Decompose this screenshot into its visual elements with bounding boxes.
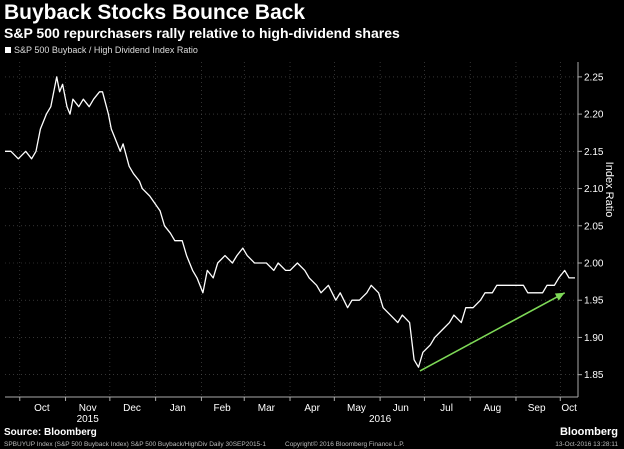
y-axis-label: Index Ratio <box>603 162 615 218</box>
y-tick-label: 1.85 <box>584 370 604 381</box>
y-tick-label: 2.00 <box>584 259 604 270</box>
chart-subtitle: S&P 500 repurchasers rally relative to h… <box>4 25 400 41</box>
x-tick-label: Jun <box>393 403 409 414</box>
x-tick-label: Oct <box>561 403 577 414</box>
bloomberg-logo: Bloomberg <box>559 426 618 438</box>
x-tick-label: May <box>347 403 366 414</box>
trend-arrow <box>419 292 566 372</box>
x-tick-label: Jan <box>170 403 186 414</box>
x-tick-label: Oct <box>34 403 50 414</box>
trend-arrow-head <box>554 292 565 301</box>
x-tick-label: Aug <box>483 403 501 414</box>
legend: S&P 500 Buyback / High Dividend Index Ra… <box>5 45 198 55</box>
series-line <box>5 76 575 368</box>
trend-arrow-shaft <box>419 292 566 372</box>
y-tick-label: 1.90 <box>584 333 604 344</box>
x-tick-label: Sep <box>528 403 546 414</box>
x-tick-label: Mar <box>258 403 276 414</box>
legend-swatch <box>5 47 11 53</box>
y-tick-label: 1.95 <box>584 296 604 307</box>
x-tick-label: Apr <box>304 403 320 414</box>
legend-label: S&P 500 Buyback / High Dividend Index Ra… <box>14 45 198 55</box>
x-tick-label: Jul <box>440 403 453 414</box>
x-tick-label: Dec <box>123 403 141 414</box>
footer-copyright: Copyright© 2016 Bloomberg Finance L.P. <box>285 441 405 448</box>
x-year-label: 2016 <box>369 414 392 425</box>
x-tick-label: Nov <box>79 403 97 414</box>
footer-ticker-info: SPBUYUP Index (S&P 500 Buyback Index) S&… <box>4 441 266 448</box>
y-tick-labels: 2.25 2.20 2.15 2.10 2.05 2.00 1.95 1.90 1.85 <box>584 72 604 381</box>
y-tick-label: 2.20 <box>584 110 604 121</box>
y-tick-label: 2.05 <box>584 221 604 232</box>
axes <box>5 62 582 401</box>
chart-title: Buyback Stocks Bounce Back <box>4 1 306 24</box>
y-tick-label: 2.10 <box>584 184 604 195</box>
y-tick-label: 2.15 <box>584 147 604 158</box>
footer-timestamp: 13-Oct-2016 13:28:11 <box>555 441 618 448</box>
x-year-label: 2015 <box>77 414 100 425</box>
y-tick-label: 2.25 <box>584 72 604 83</box>
source-note: Source: Bloomberg <box>4 427 97 438</box>
x-tick-labels: Oct Nov Dec Jan Feb Mar Apr May Jun Jul Aug Sep Oct 2… <box>34 403 577 425</box>
grid-lines <box>5 62 578 397</box>
x-tick-label: Feb <box>213 403 231 414</box>
